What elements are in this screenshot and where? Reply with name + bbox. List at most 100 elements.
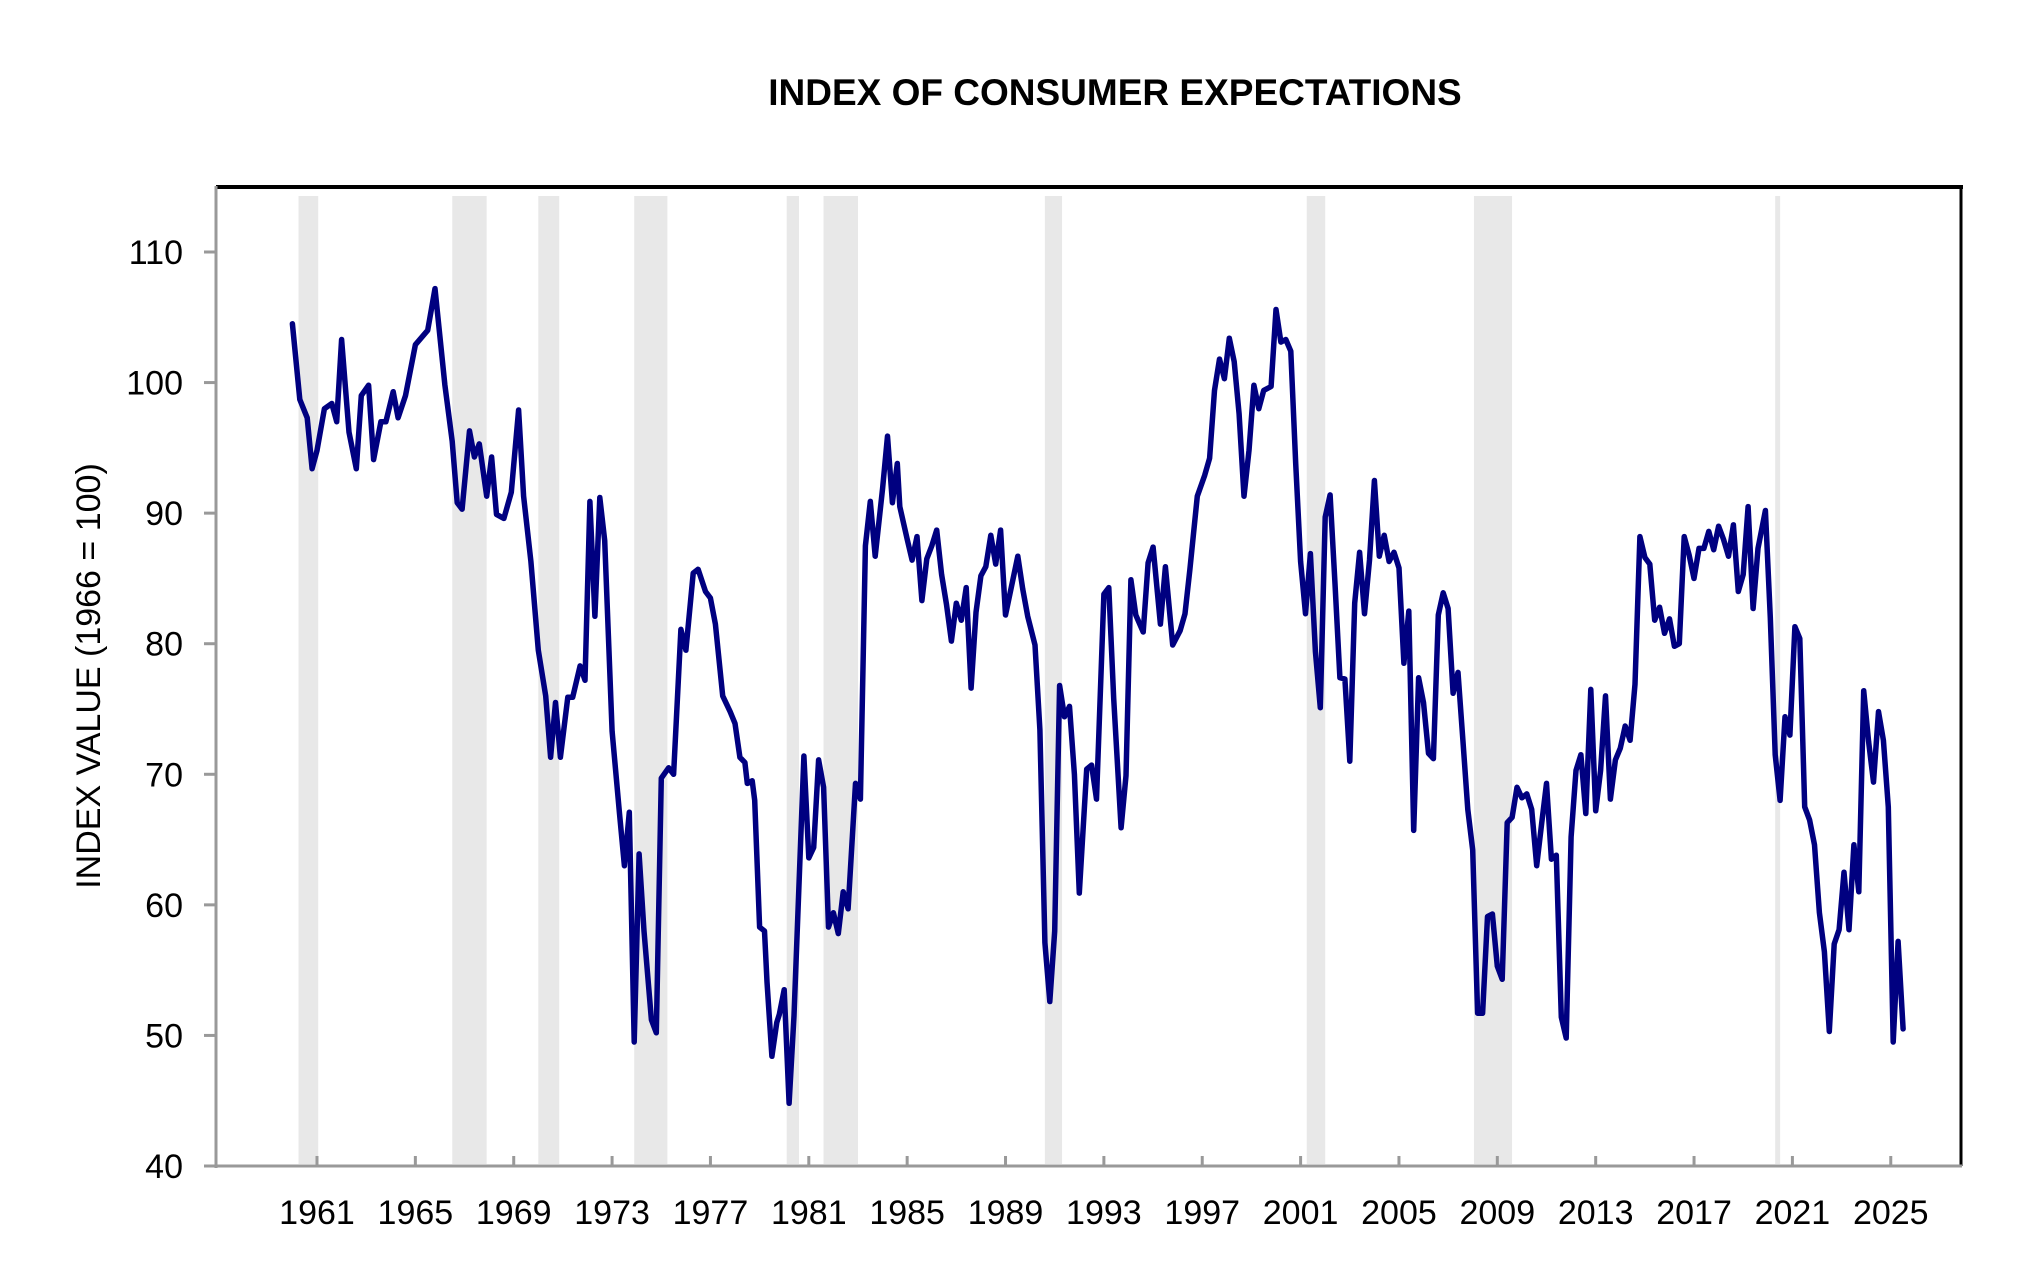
data-point: [778, 1013, 781, 1016]
data-point: [1442, 591, 1445, 594]
data-point: [1053, 930, 1056, 933]
data-point: [414, 343, 417, 346]
data-point: [1852, 843, 1855, 846]
recession-band: [823, 196, 858, 1164]
data-point: [1393, 551, 1396, 554]
data-point: [1496, 965, 1499, 968]
data-point: [1289, 350, 1292, 353]
data-point: [1378, 555, 1381, 558]
data-point: [1142, 631, 1145, 634]
data-point: [1843, 871, 1846, 874]
data-point: [367, 384, 370, 387]
data-point: [1188, 568, 1191, 571]
data-point: [1579, 753, 1582, 756]
y-tick-label: 60: [145, 887, 183, 925]
data-point: [1803, 805, 1806, 808]
data-point: [979, 574, 982, 577]
data-point: [384, 420, 387, 423]
data-point: [1363, 612, 1366, 615]
data-point: [638, 852, 641, 855]
data-point: [1668, 617, 1671, 620]
data-point: [306, 416, 309, 419]
data-point: [1818, 911, 1821, 914]
data-point: [490, 456, 493, 459]
data-point: [1688, 553, 1691, 556]
data-point: [1727, 555, 1730, 558]
data-point: [896, 462, 899, 465]
data-point: [1648, 563, 1651, 566]
data-point: [1757, 547, 1760, 550]
data-point: [746, 782, 749, 785]
data-point: [1095, 798, 1098, 801]
data-point: [1338, 676, 1341, 679]
data-point: [743, 761, 746, 764]
data-point: [392, 390, 395, 393]
data-point: [633, 1041, 636, 1044]
data-point: [989, 534, 992, 537]
data-point: [842, 890, 845, 893]
data-point: [434, 287, 437, 290]
data-point: [1184, 612, 1187, 615]
data-point: [1707, 530, 1710, 533]
data-point: [1208, 457, 1211, 460]
data-point: [1471, 849, 1474, 852]
data-point: [340, 338, 343, 341]
recession-band: [538, 196, 560, 1164]
data-point: [1252, 384, 1255, 387]
data-point: [881, 487, 884, 490]
data-point: [984, 565, 987, 568]
data-point: [1555, 854, 1558, 857]
data-point: [1228, 337, 1231, 340]
recession-band: [1044, 196, 1063, 1164]
data-point: [529, 560, 532, 563]
data-point: [1048, 1000, 1051, 1003]
x-tick-label: 2009: [1459, 1194, 1535, 1232]
data-point: [549, 756, 552, 759]
data-point: [1902, 1027, 1905, 1030]
data-point: [1452, 692, 1455, 695]
data-point: [817, 758, 820, 761]
data-point: [1334, 582, 1337, 585]
data-point: [1742, 573, 1745, 576]
data-point: [1570, 836, 1573, 839]
data-point: [1516, 786, 1519, 789]
data-point: [1043, 941, 1046, 944]
data-point: [1857, 890, 1860, 893]
data-point: [1125, 774, 1128, 777]
data-point: [291, 322, 294, 325]
data-point: [1535, 864, 1538, 867]
recession-band: [1473, 196, 1513, 1164]
data-point: [1038, 728, 1041, 731]
data-point: [1872, 781, 1875, 784]
data-point: [970, 687, 973, 690]
data-point: [874, 555, 877, 558]
data-point: [1417, 676, 1420, 679]
data-point: [502, 517, 505, 520]
data-point: [650, 1018, 653, 1021]
data-point: [758, 926, 761, 929]
data-point: [1422, 701, 1425, 704]
y-tick-label: 70: [145, 756, 183, 794]
data-point: [802, 755, 805, 758]
data-point: [473, 456, 476, 459]
data-point: [379, 420, 382, 423]
data-point: [1011, 578, 1014, 581]
x-tick-label: 1981: [771, 1194, 847, 1232]
data-point: [1877, 710, 1880, 713]
data-point: [1427, 752, 1430, 755]
plot-frame: [214, 185, 1963, 1168]
data-point: [1643, 556, 1646, 559]
data-point: [1658, 606, 1661, 609]
data-point: [517, 409, 520, 412]
data-point: [1213, 389, 1216, 392]
data-point: [1476, 1012, 1479, 1015]
data-point: [1398, 567, 1401, 570]
data-point: [1324, 516, 1327, 519]
y-axis-title: INDEX VALUE (1966 = 100): [70, 463, 108, 889]
data-point: [1090, 764, 1093, 767]
data-point: [1284, 338, 1287, 341]
data-point: [704, 590, 707, 593]
x-tick-label: 2021: [1755, 1194, 1831, 1232]
data-point: [1068, 705, 1071, 708]
